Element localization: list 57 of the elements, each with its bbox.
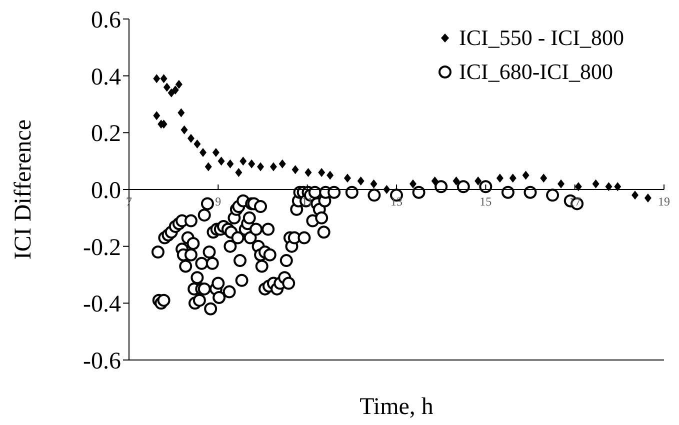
point — [496, 174, 504, 183]
point — [218, 156, 225, 166]
x-axis-title: Time, h — [360, 394, 434, 420]
point — [226, 159, 234, 168]
x-tick-label: 9 — [215, 194, 222, 208]
y-tick-label: -0.4 — [83, 292, 121, 318]
x-tick-label: 15 — [480, 194, 492, 208]
y-tick-label: 0.0 — [91, 178, 121, 204]
point — [326, 170, 334, 180]
point — [235, 168, 242, 177]
point — [168, 88, 175, 98]
point — [522, 170, 530, 180]
point — [175, 80, 182, 89]
point — [270, 162, 277, 172]
legend-label: ICI_680-ICI_800 — [459, 58, 613, 86]
legend-label: ICI_550 - ICI_800 — [459, 24, 624, 52]
point — [474, 176, 482, 186]
point — [200, 148, 207, 158]
point — [240, 156, 247, 166]
point — [632, 190, 639, 200]
point — [614, 182, 622, 192]
y-tick-label: 0.6 — [91, 8, 121, 34]
point — [163, 82, 170, 92]
point — [540, 174, 548, 183]
point — [370, 179, 378, 188]
point — [509, 174, 516, 183]
point — [187, 134, 194, 143]
point — [409, 179, 416, 188]
x-tick-label: 19 — [658, 194, 670, 208]
point — [344, 174, 351, 183]
y-tick-label: -0.6 — [83, 348, 121, 375]
y-axis-title: ICI Difference — [10, 119, 37, 260]
point — [153, 74, 160, 84]
point — [304, 168, 312, 177]
point — [180, 125, 188, 134]
point — [644, 194, 652, 203]
point — [452, 176, 460, 186]
point — [592, 179, 600, 188]
point — [357, 176, 364, 186]
y-tick-label: 0.2 — [91, 121, 121, 148]
point — [257, 162, 264, 172]
point — [292, 165, 299, 174]
point — [605, 182, 612, 192]
point — [160, 74, 168, 84]
y-tick-label: 0.4 — [91, 64, 121, 90]
point — [248, 159, 256, 168]
point — [194, 140, 201, 149]
point — [574, 182, 582, 192]
point — [204, 162, 212, 172]
point — [318, 168, 326, 177]
point — [172, 86, 179, 95]
point — [153, 111, 160, 120]
point — [212, 148, 220, 158]
y-tick-label: -0.2 — [83, 234, 121, 261]
point — [178, 108, 185, 118]
point — [278, 159, 286, 168]
point — [558, 179, 565, 188]
